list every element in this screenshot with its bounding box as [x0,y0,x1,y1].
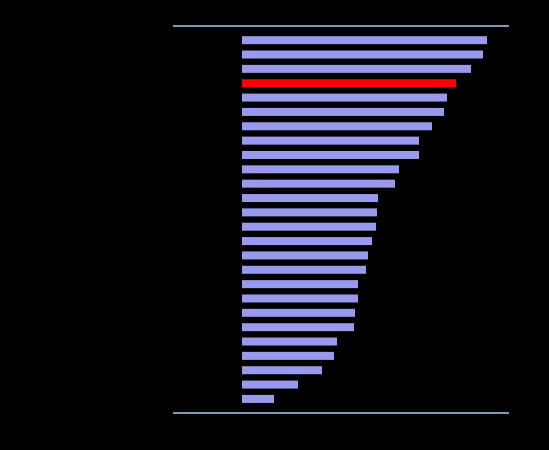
bar [242,265,366,274]
bar [242,294,358,303]
bar [242,308,355,317]
bar [242,394,274,403]
bar [242,380,298,389]
bar [242,222,376,231]
bar [242,237,372,246]
bar [242,366,322,375]
bar [242,165,399,174]
bar [242,323,354,332]
bar [242,136,419,145]
bar [242,150,419,159]
bar [242,64,471,73]
bar [242,351,334,360]
bar [242,122,432,131]
bar [242,93,447,102]
bar [242,251,368,260]
bar [242,337,337,346]
bar [242,107,444,116]
bar [242,50,483,59]
bar [242,208,377,217]
bar [242,179,395,188]
bar [242,79,456,88]
bar [242,36,487,45]
bar [242,194,378,203]
bar [242,280,358,289]
